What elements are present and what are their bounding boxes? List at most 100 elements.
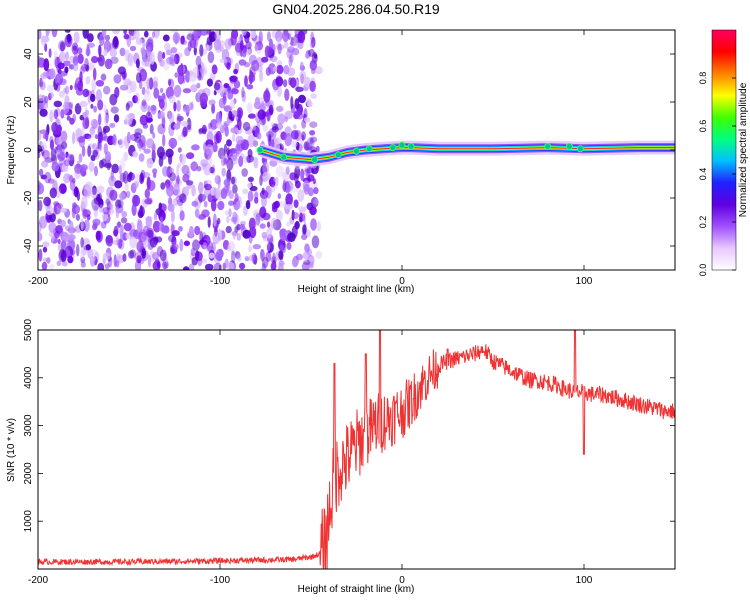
noise-blob: [297, 30, 306, 44]
noise-blob: [113, 114, 120, 123]
noise-blob: [309, 41, 315, 49]
noise-blob: [233, 197, 241, 211]
noise-blob: [238, 155, 244, 167]
noise-blob: [222, 95, 227, 105]
noise-blob: [109, 203, 114, 210]
noise-blob: [116, 236, 120, 244]
noise-blob: [176, 174, 180, 185]
noise-blob: [156, 260, 161, 269]
noise-blob: [140, 169, 146, 181]
noise-blob: [191, 184, 196, 197]
noise-blob: [268, 134, 272, 142]
noise-blob: [152, 132, 156, 139]
noise-blob: [298, 206, 305, 213]
noise-blob: [144, 198, 153, 205]
noise-blob: [253, 101, 262, 110]
noise-blob: [307, 174, 315, 182]
noise-blob: [141, 99, 147, 107]
noise-blob: [146, 86, 150, 96]
noise-blob: [261, 56, 269, 63]
noise-blob: [277, 86, 282, 97]
noise-blob: [176, 113, 182, 127]
noise-blob: [86, 214, 91, 221]
noise-blob: [183, 240, 190, 247]
noise-blob: [38, 232, 43, 242]
noise-blob: [76, 190, 80, 201]
noise-blob: [310, 93, 317, 99]
noise-blob: [198, 193, 203, 204]
noise-blob: [51, 161, 60, 172]
noise-blob: [258, 105, 267, 111]
noise-blob: [300, 168, 305, 181]
noise-blob: [294, 98, 300, 110]
noise-blob: [293, 110, 301, 118]
noise-blob: [277, 113, 286, 125]
noise-blob: [166, 183, 170, 190]
noise-blob: [278, 250, 284, 260]
noise-blob: [105, 151, 112, 163]
noise-blob: [141, 48, 146, 58]
noise-blob: [223, 157, 228, 165]
noise-blob: [148, 77, 154, 90]
noise-blob: [63, 173, 71, 184]
noise-blob: [62, 101, 70, 114]
noise-blob: [103, 252, 111, 260]
noise-blob: [103, 85, 111, 95]
noise-blob: [194, 225, 201, 236]
noise-blob: [290, 77, 297, 89]
noise-blob: [39, 108, 48, 117]
noise-blob: [54, 230, 60, 239]
noise-blob: [102, 207, 110, 215]
noise-blob: [270, 121, 274, 128]
noise-blob: [45, 130, 49, 142]
noise-blob: [146, 157, 154, 169]
noise-blob: [303, 183, 310, 195]
noise-blob: [263, 89, 271, 103]
noise-blob: [128, 250, 135, 259]
noise-blob: [105, 198, 111, 205]
noise-blob: [97, 262, 105, 270]
noise-blob: [146, 138, 155, 149]
noise-blob: [54, 56, 58, 67]
heatmap-y-ticks: -40 -20 0 20 40: [23, 48, 675, 253]
noise-blob: [232, 184, 238, 194]
noise-blob: [94, 165, 98, 177]
noise-blob: [226, 139, 232, 147]
noise-blob: [74, 103, 82, 115]
ridge-peak: [565, 142, 573, 150]
noise-blob: [85, 116, 90, 129]
noise-blob: [83, 219, 90, 232]
noise-blob: [85, 76, 91, 85]
noise-blob: [90, 118, 98, 129]
noise-blob: [224, 210, 233, 216]
snr-y-tick-label: 5000: [23, 318, 34, 341]
noise-blob: [214, 30, 221, 42]
noise-blob: [118, 165, 122, 175]
noise-blob: [265, 242, 271, 252]
noise-blob: [100, 73, 107, 81]
noise-blob: [126, 173, 132, 183]
noise-blob: [211, 103, 216, 114]
noise-blob: [98, 113, 102, 126]
noise-blob: [82, 88, 90, 98]
noise-blob: [92, 149, 98, 158]
noise-blob: [210, 119, 218, 130]
noise-blob: [40, 35, 46, 46]
noise-blob: [168, 123, 175, 137]
noise-blob: [193, 30, 202, 37]
noise-blob: [270, 256, 277, 265]
noise-blob: [236, 118, 242, 131]
noise-blob: [57, 238, 61, 245]
noise-blob: [69, 84, 73, 91]
noise-blob: [213, 262, 222, 270]
noise-blob: [147, 254, 152, 268]
noise-blob: [161, 115, 166, 129]
noise-blob: [213, 82, 221, 91]
noise-blob: [242, 44, 247, 54]
noise-blob: [230, 127, 239, 134]
noise-blob: [85, 244, 91, 251]
noise-blob: [266, 31, 271, 42]
snr-panel: -200 -100 0 100 1000 2000 3000 4000 5000 Height…: [6, 318, 676, 595]
ridge-band: [260, 147, 675, 161]
noise-blob: [310, 218, 317, 231]
